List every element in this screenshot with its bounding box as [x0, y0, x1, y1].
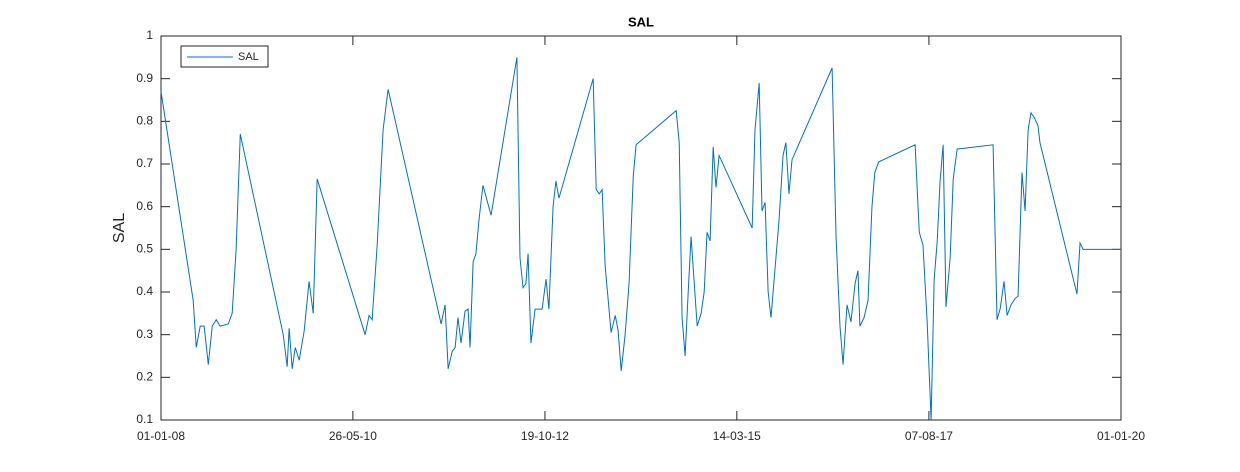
y-tick-label: 0.9 [136, 71, 153, 85]
data-line [160, 57, 1121, 421]
y-axis-label: SAL [111, 213, 128, 243]
x-tick-label: 07-08-17 [905, 429, 953, 443]
x-tick-label: 26-05-10 [329, 429, 377, 443]
x-tick-label: 14-03-15 [713, 429, 761, 443]
y-tick-label: 1 [146, 28, 153, 42]
x-tick-label: 01-01-08 [137, 429, 185, 443]
plot-area [160, 35, 1122, 421]
y-tick-label: 0.3 [136, 327, 153, 341]
y-tick-label: 0.5 [136, 242, 153, 256]
chart-title: SAL [628, 14, 654, 29]
x-tick-label: 01-01-20 [1097, 429, 1145, 443]
y-tick-label: 0.4 [136, 284, 153, 298]
x-tick-label: 19-10-12 [521, 429, 569, 443]
y-tick-label: 0.2 [136, 370, 153, 384]
y-tick-label: 0.6 [136, 199, 153, 213]
y-tick-label: 0.8 [136, 114, 153, 128]
legend-label: SAL [238, 51, 259, 63]
y-tick-label: 0.7 [136, 156, 153, 170]
y-tick-label: 0.1 [136, 412, 153, 426]
